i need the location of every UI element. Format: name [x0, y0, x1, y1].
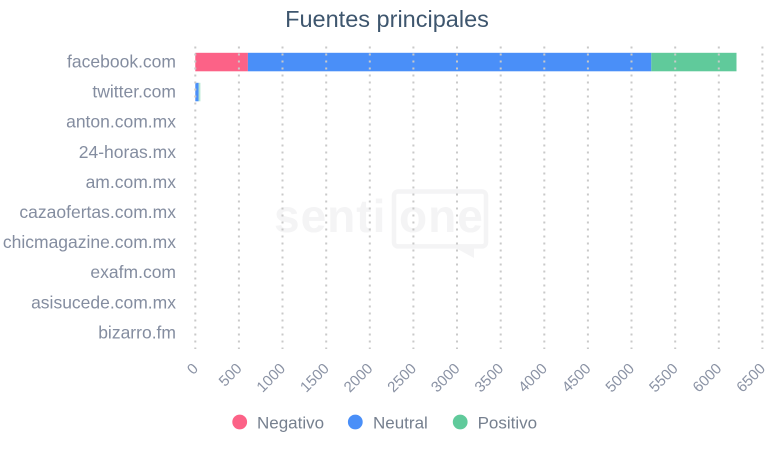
- svg-text:4500: 4500: [559, 360, 595, 396]
- svg-text:Negativo: Negativo: [257, 413, 324, 432]
- svg-text:anton.com.mx: anton.com.mx: [66, 112, 176, 132]
- svg-text:Positivo: Positivo: [478, 413, 538, 432]
- svg-text:am.com.mx: am.com.mx: [86, 172, 177, 192]
- svg-text:cazaofertas.com.mx: cazaofertas.com.mx: [19, 202, 176, 222]
- svg-text:Fuentes principales: Fuentes principales: [285, 6, 489, 32]
- svg-text:3500: 3500: [472, 360, 508, 396]
- svg-text:chicmagazine.com.mx: chicmagazine.com.mx: [3, 232, 176, 252]
- svg-text:asisucede.com.mx: asisucede.com.mx: [31, 292, 176, 312]
- svg-text:bizarro.fm: bizarro.fm: [98, 322, 176, 342]
- svg-text:twitter.com: twitter.com: [92, 82, 176, 102]
- svg-text:4000: 4000: [515, 360, 551, 396]
- svg-text:facebook.com: facebook.com: [67, 52, 176, 72]
- svg-text:2000: 2000: [341, 360, 377, 396]
- svg-text:0: 0: [184, 360, 202, 378]
- svg-text:senti: senti: [274, 190, 386, 242]
- svg-text:24-horas.mx: 24-horas.mx: [79, 142, 177, 162]
- svg-text:500: 500: [216, 360, 246, 390]
- svg-text:6500: 6500: [733, 360, 769, 396]
- svg-text:1500: 1500: [297, 360, 333, 396]
- svg-text:one: one: [399, 190, 484, 242]
- svg-text:3000: 3000: [428, 360, 464, 396]
- svg-text:exafm.com: exafm.com: [90, 262, 176, 282]
- svg-text:Neutral: Neutral: [373, 413, 428, 432]
- svg-text:2500: 2500: [384, 360, 420, 396]
- svg-text:5000: 5000: [602, 360, 638, 396]
- svg-text:6000: 6000: [690, 360, 726, 396]
- svg-text:5500: 5500: [646, 360, 682, 396]
- svg-text:1000: 1000: [253, 360, 289, 396]
